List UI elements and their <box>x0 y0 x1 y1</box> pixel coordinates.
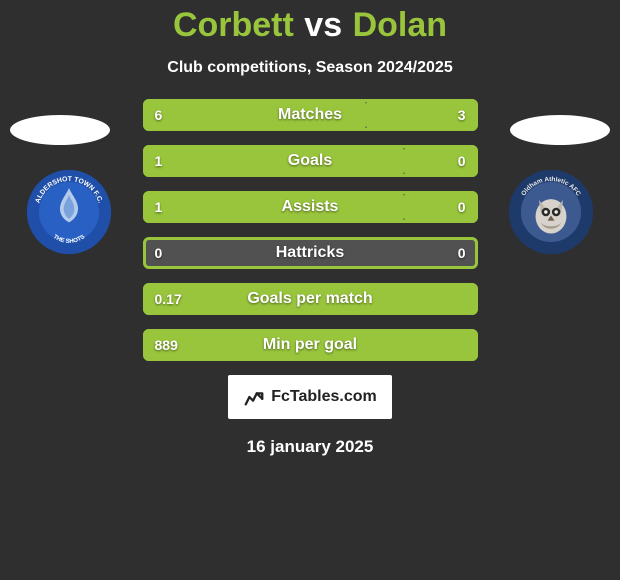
player-a-name: Corbett <box>173 6 294 44</box>
player-b-name: Dolan <box>353 6 447 44</box>
fctables-brand: FcTables.com <box>228 375 392 419</box>
stat-value-b: 3 <box>458 99 466 131</box>
stat-value-a: 0.17 <box>155 283 182 315</box>
team-a-badge: ALDERSHOT TOWN F.C. THE SHOTS <box>26 169 112 255</box>
fctables-brand-text: FcTables.com <box>271 388 377 406</box>
stat-label: Min per goal <box>143 329 478 361</box>
stat-label: Matches <box>143 99 478 131</box>
stat-value-a: 6 <box>155 99 163 131</box>
stat-row: Goals per match0.17 <box>143 283 478 315</box>
stat-label: Goals <box>143 145 478 177</box>
stat-row: Hattricks0 0 <box>143 237 478 269</box>
page-background: Corbett vs Dolan Club competitions, Seas… <box>0 0 620 580</box>
player-a-head-ellipse <box>10 115 110 145</box>
stat-value-a: 889 <box>155 329 178 361</box>
stat-label: Hattricks <box>143 237 478 269</box>
player-b-head-ellipse <box>510 115 610 145</box>
aldershot-town-badge-icon: ALDERSHOT TOWN F.C. THE SHOTS <box>26 169 112 255</box>
fctables-logo-icon <box>243 386 265 408</box>
stat-value-a: 1 <box>155 191 163 223</box>
team-b-badge: Oldham Athletic AFC <box>508 169 594 255</box>
stat-row: Matches6 3 <box>143 99 478 131</box>
subtitle: Club competitions, Season 2024/2025 <box>0 59 620 77</box>
stat-row: Assists1 0 <box>143 191 478 223</box>
stat-label: Goals per match <box>143 283 478 315</box>
stat-row: Min per goal889 <box>143 329 478 361</box>
stat-value-b: 0 <box>458 191 466 223</box>
oldham-athletic-badge-icon: Oldham Athletic AFC <box>508 169 594 255</box>
stat-value-b: 0 <box>458 237 466 269</box>
stat-value-b: 0 <box>458 145 466 177</box>
title-row: Corbett vs Dolan <box>0 0 620 49</box>
stat-row: Goals1 0 <box>143 145 478 177</box>
date-label: 16 january 2025 <box>10 437 610 457</box>
stat-label: Assists <box>143 191 478 223</box>
content-area: ALDERSHOT TOWN F.C. THE SHOTS <box>0 99 620 457</box>
stat-bars: Matches63Goals10Assists10Hattricks00Goal… <box>143 99 478 361</box>
vs-label: vs <box>304 6 342 44</box>
stat-value-a: 1 <box>155 145 163 177</box>
stat-value-a: 0 <box>155 237 163 269</box>
